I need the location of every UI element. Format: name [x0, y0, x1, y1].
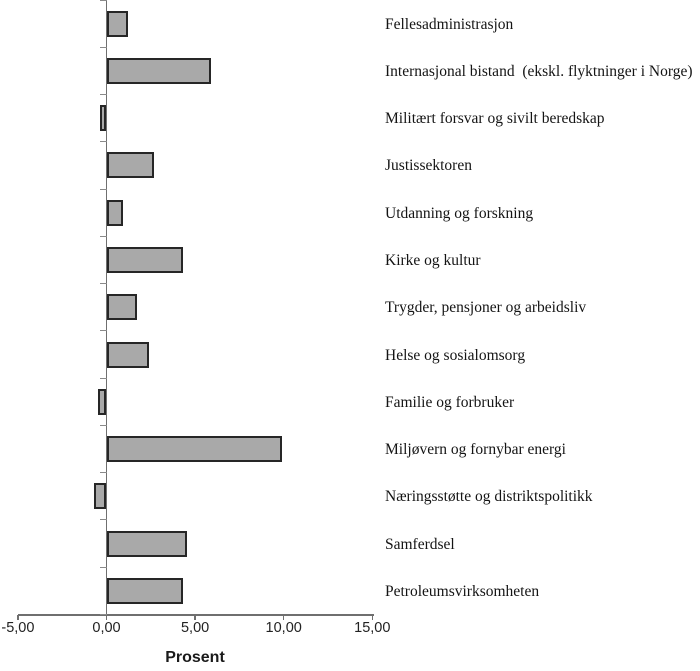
bar-5 — [106, 199, 124, 226]
y-axis-line — [105, 0, 107, 615]
x-axis-tick — [17, 615, 19, 620]
bar-13 — [106, 577, 183, 604]
category-tick — [100, 566, 107, 568]
category-label: Trygder, pensjoner og arbeidsliv — [385, 299, 587, 317]
bar-12 — [106, 530, 188, 557]
bar-7 — [106, 294, 137, 321]
category-label: Kirke og kultur — [385, 251, 481, 269]
category-tick — [100, 235, 107, 237]
x-axis-tick-label: 10,00 — [265, 620, 302, 636]
x-axis-title: Prosent — [165, 649, 225, 666]
x-axis-tick-label: 15,00 — [354, 620, 391, 636]
category-tick — [100, 424, 107, 426]
category-tick — [100, 46, 107, 48]
category-label: Næringsstøtte og distriktspolitikk — [385, 488, 593, 506]
bar-2 — [106, 57, 212, 84]
x-axis-tick-label: 5,00 — [180, 620, 210, 636]
x-axis-tick-label: -5,00 — [1, 620, 35, 636]
category-label: Helse og sosialomsorg — [385, 346, 526, 364]
bar-10 — [106, 436, 282, 463]
category-tick — [100, 0, 107, 1]
category-label: Justissektoren — [385, 157, 472, 175]
x-axis-tick — [194, 615, 196, 620]
bar-9 — [97, 388, 107, 415]
category-tick — [100, 614, 107, 615]
category-label: Samferdsel — [385, 535, 455, 553]
x-axis-tick — [371, 615, 374, 620]
category-label: Familie og forbruker — [385, 393, 515, 411]
x-axis-tick-label: 0,00 — [92, 620, 121, 636]
x-axis-line — [18, 614, 374, 616]
category-tick — [100, 188, 107, 190]
category-tick — [100, 283, 107, 285]
bar-6 — [106, 246, 183, 273]
category-tick — [100, 94, 107, 96]
x-axis-tick — [105, 615, 108, 620]
category-label: Utdanning og forskning — [385, 204, 534, 222]
category-label: Miljøvern og fornybar energi — [385, 441, 566, 459]
category-tick — [100, 141, 107, 143]
bar-1 — [106, 10, 128, 37]
category-label: Militært forsvar og sivilt beredskap — [385, 110, 605, 128]
category-label: Petroleumsvirksomheten — [385, 582, 540, 600]
category-tick — [100, 519, 107, 521]
bar-8 — [106, 341, 150, 368]
category-tick — [100, 330, 107, 332]
bar-3 — [100, 105, 107, 132]
category-label: Fellesadministrasjon — [385, 15, 514, 33]
category-tick — [100, 377, 107, 379]
bar-4 — [106, 152, 155, 179]
x-axis-tick — [282, 615, 285, 620]
bar-11 — [94, 483, 107, 510]
category-tick — [100, 472, 107, 474]
category-label: Internasjonal bistand (ekskl. flyktninge… — [385, 62, 693, 80]
